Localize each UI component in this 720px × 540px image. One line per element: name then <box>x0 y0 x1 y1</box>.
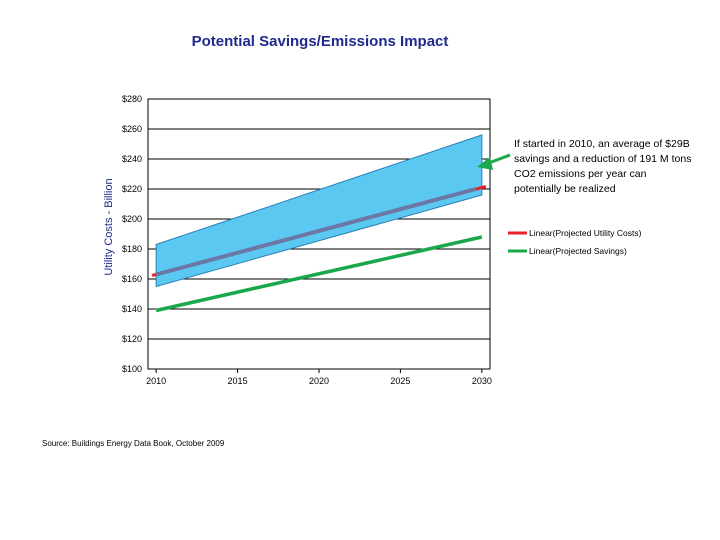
y-tick-label: $120 <box>122 334 142 344</box>
y-tick-label: $220 <box>122 184 142 194</box>
y-tick-label: $240 <box>122 154 142 164</box>
y-axis-ticks: $100 $120 $140 $160 $180 $200 $220 $240 $260 $280 <box>122 94 142 374</box>
savings-band <box>155 134 483 288</box>
utility-costs-trend-line <box>155 187 477 277</box>
x-tick-label: 2025 <box>390 376 410 386</box>
y-tick-label: $180 <box>122 244 142 254</box>
legend-label: Linear(Projected Savings) <box>529 246 627 256</box>
x-tick-label: 2030 <box>472 376 492 386</box>
y-tick-label: $260 <box>122 124 142 134</box>
chart-title: Potential Savings/Emissions Impact <box>191 33 449 50</box>
x-axis-ticks: 2010 2015 2020 2025 2030 <box>146 369 492 386</box>
annotation-arrow-head <box>477 157 493 170</box>
y-tick-label: $140 <box>122 304 142 314</box>
series-layer <box>151 185 487 313</box>
legend: Linear(Projected Utility Costs) Linear(Pr… <box>508 228 642 256</box>
x-tick-label: 2015 <box>228 376 248 386</box>
source-note: Source: Buildings Energy Data Book, Octo… <box>42 439 225 448</box>
legend-label: Linear(Projected Utility Costs) <box>529 228 642 238</box>
y-tick-label: $280 <box>122 94 142 104</box>
y-tick-label: $200 <box>122 214 142 224</box>
x-tick-label: 2010 <box>146 376 166 386</box>
savings-band-layer <box>155 134 483 288</box>
annotation-text: If started in 2010, an average of $29B s… <box>514 138 692 195</box>
y-tick-label: $100 <box>122 364 142 374</box>
savings-line <box>155 235 483 313</box>
y-tick-label: $160 <box>122 274 142 284</box>
y-axis-label: Utility Costs - Billion <box>103 178 115 275</box>
x-tick-label: 2020 <box>309 376 329 386</box>
annotation-arrow-layer <box>477 153 511 170</box>
